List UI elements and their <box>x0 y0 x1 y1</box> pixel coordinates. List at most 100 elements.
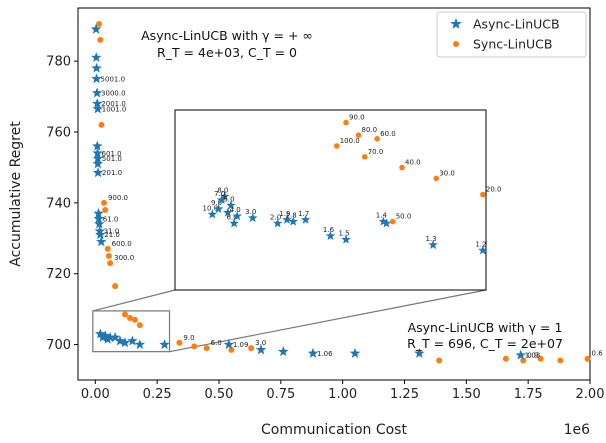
x-tick-label: 0.75 <box>266 387 295 402</box>
sync-point <box>96 20 103 27</box>
inset-async-label: 1.3 <box>426 235 437 243</box>
sync-point <box>248 345 255 352</box>
y-axis-label: Accumulative Regret <box>8 121 24 267</box>
async-point <box>109 331 121 342</box>
async-point <box>102 333 113 344</box>
async-point <box>92 158 104 169</box>
sync-point <box>191 343 198 350</box>
sync-point-label: 9.0 <box>183 334 194 342</box>
inset-sync-label: 30.0 <box>439 169 455 177</box>
sync-point <box>131 316 138 323</box>
async-point-label: 5001.0 <box>101 75 126 83</box>
sync-point <box>203 345 210 352</box>
inset-async-label: 1.6 <box>323 226 335 234</box>
async-point <box>91 73 102 84</box>
async-point <box>99 330 111 341</box>
inset-async-point <box>378 216 389 226</box>
async-point <box>127 335 138 346</box>
inset-sync-label: 70.0 <box>368 148 384 156</box>
main-data-points: 900.0 600.0 300.0 9.0 6.0 3.0 0.9 0.6 5001.0 3000… <box>90 20 603 364</box>
inset-async-point <box>300 214 311 224</box>
x-tick-label: 0.00 <box>81 387 110 402</box>
inset-frame <box>174 109 487 291</box>
inset-sync-label: 90.0 <box>349 114 365 122</box>
async-point-label: 2001.0 <box>101 100 126 108</box>
inset-async-label: 1.5 <box>338 230 349 238</box>
inset-sync-point <box>399 164 405 171</box>
sync-point <box>121 311 128 318</box>
inset-async-label: 10.0 <box>203 204 219 212</box>
y-tick-label: 740 <box>46 196 71 211</box>
sync-point-label: 3.0 <box>255 339 266 347</box>
sync-point <box>537 355 544 362</box>
x-tick-label: 0.25 <box>143 387 172 402</box>
sync-point <box>502 355 509 362</box>
inset-zoom-panel: 90.0 80.0 60.0 100.0 70.0 40.0 30.0 20.0 50.0 10.… <box>174 109 502 291</box>
async-point <box>91 62 102 73</box>
inset-sync-point <box>374 136 380 142</box>
inset-sync-label: 60.0 <box>380 130 396 138</box>
async-point <box>104 331 116 342</box>
inset-sync-label: 80.0 <box>361 126 377 134</box>
inset-sync-label: 50.0 <box>396 213 412 221</box>
async-point <box>91 87 103 98</box>
x-tick-label: 1.75 <box>514 387 543 402</box>
inset-async-point <box>229 218 239 228</box>
async-point <box>90 23 102 34</box>
inset-async-point <box>247 213 258 223</box>
y-tick-label: 760 <box>46 126 71 141</box>
async-point <box>92 167 104 178</box>
async-point <box>92 140 103 151</box>
inset-async-point <box>220 191 230 201</box>
async-point-label: 61.0 <box>103 215 119 223</box>
async-point-label: 1.06 <box>317 350 333 358</box>
x-axis-label: Communication Cost <box>261 422 407 438</box>
async-point-label: 601.0 <box>102 150 122 158</box>
inset-sync-label: 20.0 <box>486 186 502 194</box>
async-point <box>92 147 103 158</box>
inset-sync-point <box>355 132 362 138</box>
inset-async-point <box>223 207 233 217</box>
annotation-gamma-infinite-cost: R_T = 4e+03, C_T = 0 <box>157 45 297 60</box>
inset-async-point <box>381 218 392 228</box>
inset-async-point <box>226 200 236 210</box>
x-tick-label: 0.50 <box>205 387 234 402</box>
inset-async-point <box>288 216 298 226</box>
sync-point <box>100 199 107 206</box>
inset-async-label: 6.0 <box>227 213 238 221</box>
inset-async-label: 3.0 <box>245 208 256 216</box>
async-point <box>91 52 102 63</box>
x-tick-label: 1.50 <box>452 387 481 402</box>
sync-point <box>97 36 104 43</box>
x-tick-label: 2.00 <box>576 387 605 402</box>
async-point <box>92 103 104 114</box>
sync-point <box>584 355 591 362</box>
legend-async-label: Async-LinUCB <box>473 17 560 32</box>
x-multiplier-label: 1e6 <box>564 422 591 438</box>
inset-async-label: 4.0 <box>230 206 241 214</box>
sync-point <box>126 315 133 321</box>
sync-point <box>557 357 564 364</box>
inset-async-point <box>341 234 351 244</box>
legend-sync-label: Sync-LinUCB <box>473 37 552 52</box>
async-point <box>97 331 108 342</box>
axis-ticks: 0.00 0.25 0.50 0.75 1.00 1.25 1.50 1.75 2.00 700 7… <box>8 55 604 438</box>
async-point <box>278 346 289 357</box>
sync-point <box>436 357 443 364</box>
async-point <box>92 98 103 109</box>
inset-async-label: 2.0 <box>270 213 281 221</box>
inset-async-label: 1.2 <box>475 240 486 248</box>
inset-async-label: 1.9 <box>279 210 290 218</box>
zoom-connector-right <box>169 289 487 353</box>
async-point-label: 31.0 <box>104 228 120 236</box>
inset-async-label: 7.0 <box>214 190 225 198</box>
async-point <box>159 339 170 350</box>
sync-point-label: 6.0 <box>211 339 222 347</box>
y-tick-label: 700 <box>46 338 71 353</box>
sync-point <box>98 121 105 128</box>
inset-async-point <box>282 214 292 224</box>
async-point <box>223 339 235 350</box>
async-point <box>349 347 361 358</box>
async-point-label: 1001.0 <box>102 105 127 113</box>
